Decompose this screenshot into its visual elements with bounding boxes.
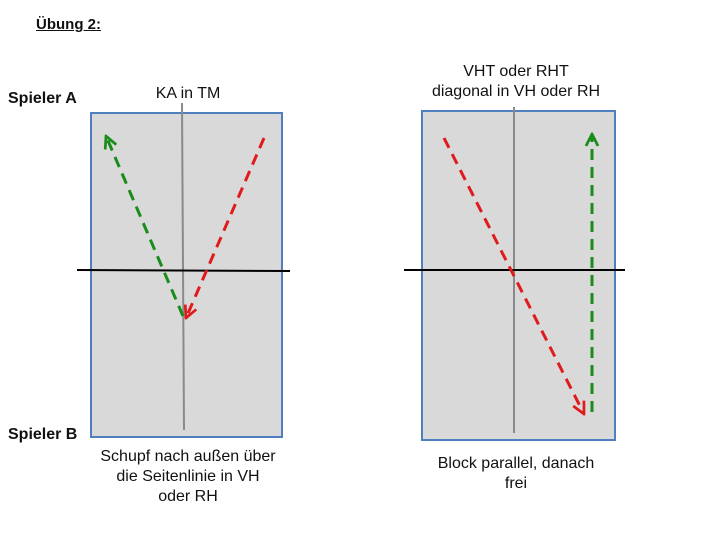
table-1-center-line <box>181 102 185 431</box>
table-diagram-1 <box>76 102 291 438</box>
diagram1-bottom-caption-line2: die Seitenlinie in VH <box>116 468 260 485</box>
exercise-title: Übung 2: <box>36 16 101 33</box>
diagram2-top-caption: VHT oder RHT diagonal in VH oder RH <box>400 62 632 102</box>
table-1-net <box>76 269 291 272</box>
player-b-label: Spieler B <box>8 426 78 443</box>
table-2 <box>421 110 616 441</box>
diagram1-bottom-caption-line3: oder RH <box>158 488 218 505</box>
diagram2-bottom-caption-line2: frei <box>504 475 528 492</box>
diagram1-top-caption: KA in TM <box>155 85 221 102</box>
table-1 <box>90 112 283 438</box>
table-2-red-arrow <box>442 137 584 414</box>
diagram1-bottom-caption: Schupf nach außen über die Seitenlinie i… <box>78 447 298 507</box>
table-1-red-arrow <box>186 137 266 318</box>
table-diagram-2 <box>404 107 625 441</box>
diagram2-bottom-caption: Block parallel, danach frei <box>410 454 622 494</box>
player-a-label: Spieler A <box>8 90 77 107</box>
diagram2-bottom-caption-line1: Block parallel, danach <box>437 455 595 472</box>
table-1-green-arrow <box>106 136 185 317</box>
diagram1-bottom-caption-line1: Schupf nach außen über <box>100 448 276 465</box>
diagram2-top-caption-line2: diagonal in VH oder RH <box>431 83 601 100</box>
diagram2-top-caption-line1: VHT oder RHT <box>463 63 569 80</box>
